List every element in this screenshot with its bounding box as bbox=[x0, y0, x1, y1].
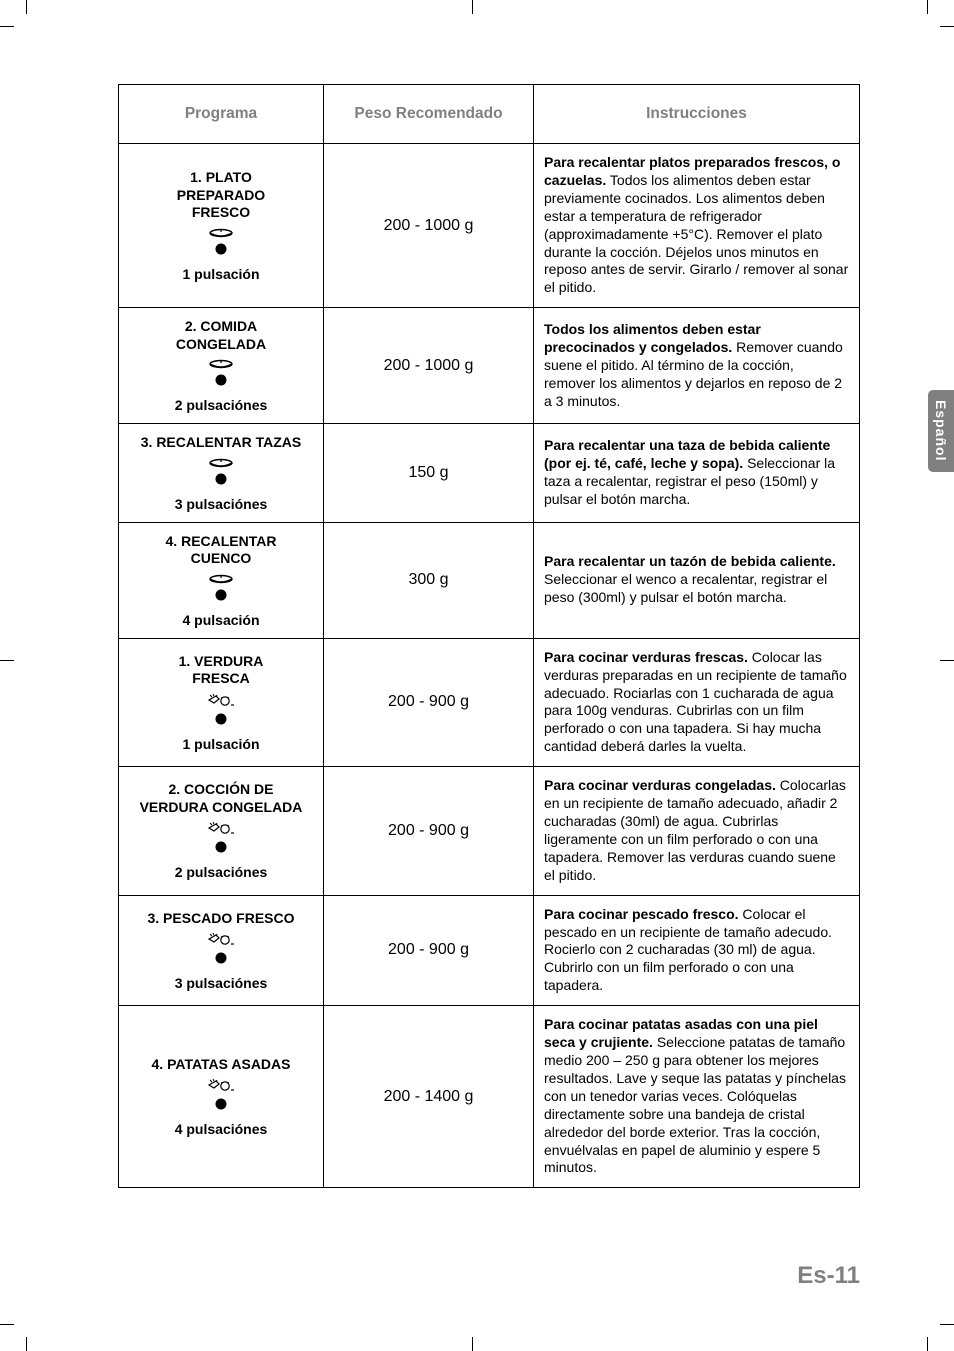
header-peso: Peso Recomendado bbox=[324, 85, 534, 144]
instrucciones-cell: Para cocinar pescado fresco. Colocar el … bbox=[534, 895, 860, 1006]
table-header-row: Programa Peso Recomendado Instrucciones bbox=[119, 85, 860, 144]
table-row: 3. RECALENTAR TAZAS 3 pulsaciónes 150 gPar… bbox=[119, 424, 860, 523]
vegetable-cook-icon bbox=[206, 693, 236, 730]
peso-cell: 200 - 1000 g bbox=[324, 144, 534, 308]
instrucciones-bold: Para recalentar un tazón de bebida calie… bbox=[544, 553, 836, 569]
instrucciones-cell: Para cocinar patatas asadas con una piel… bbox=[534, 1006, 860, 1188]
instrucciones-cell: Para cocinar verduras frescas. Colocar l… bbox=[534, 638, 860, 766]
crop-mark bbox=[472, 1337, 473, 1351]
dish-platter-icon bbox=[206, 457, 236, 490]
crop-mark bbox=[940, 26, 954, 27]
program-title: 3. PESCADO FRESCO bbox=[129, 910, 313, 928]
program-pulsacion: 3 pulsaciónes bbox=[129, 496, 313, 512]
table-row: 4. RECALENTAR CUENCO 4 pulsación 300 g Para… bbox=[119, 522, 860, 638]
instrucciones-cell: Para recalentar una taza de bebida calie… bbox=[534, 424, 860, 523]
crop-mark bbox=[927, 0, 928, 14]
program-pulsacion: 4 pulsaciónes bbox=[129, 1121, 313, 1137]
table-row: 3. PESCADO FRESCO 3 pulsaciónes 200 - 900 … bbox=[119, 895, 860, 1006]
peso-cell: 200 - 1000 g bbox=[324, 308, 534, 424]
program-pulsacion: 3 pulsaciónes bbox=[129, 975, 313, 991]
program-title: 2. COMIDA CONGELADA bbox=[129, 318, 313, 353]
crop-mark bbox=[927, 1337, 928, 1351]
instrucciones-cell: Para cocinar verduras congeladas. Coloca… bbox=[534, 767, 860, 895]
dish-platter-icon bbox=[206, 358, 236, 391]
program-pulsacion: 2 pulsaciónes bbox=[129, 397, 313, 413]
crop-mark bbox=[0, 1324, 14, 1325]
vegetable-cook-icon bbox=[206, 932, 236, 969]
program-cell: 1. PLATO PREPARADO FRESCO 1 pulsación bbox=[119, 144, 324, 308]
program-cell: 3. PESCADO FRESCO 3 pulsaciónes bbox=[119, 895, 324, 1006]
table-row: 1. VERDURA FRESCA1 pulsación200 - 900 gP… bbox=[119, 638, 860, 766]
peso-cell: 200 - 900 g bbox=[324, 767, 534, 895]
program-cell: 4. RECALENTAR CUENCO 4 pulsación bbox=[119, 522, 324, 638]
language-tab-label: Español bbox=[933, 400, 949, 461]
crop-mark bbox=[940, 1324, 954, 1325]
crop-mark bbox=[26, 0, 27, 14]
table-row: 2. COMIDA CONGELADA 2 pulsaciónes 200 - 10… bbox=[119, 308, 860, 424]
instrucciones-text: Seleccionar el wenco a recalentar, regis… bbox=[544, 571, 827, 605]
instrucciones-cell: Para recalentar un tazón de bebida calie… bbox=[534, 522, 860, 638]
program-title: 4. RECALENTAR CUENCO bbox=[129, 533, 313, 568]
program-pulsacion: 2 pulsaciónes bbox=[129, 864, 313, 880]
instrucciones-bold: Para cocinar verduras congeladas. bbox=[544, 777, 776, 793]
table-row: 4. PATATAS ASADAS 4 pulsaciónes 200 - 1400… bbox=[119, 1006, 860, 1188]
program-cell: 2. COCCIÓN DE VERDURA CONGELADA 2 pulsaci… bbox=[119, 767, 324, 895]
peso-cell: 150 g bbox=[324, 424, 534, 523]
program-title: 4. PATATAS ASADAS bbox=[129, 1056, 313, 1074]
peso-cell: 200 - 900 g bbox=[324, 895, 534, 1006]
program-cell: 3. RECALENTAR TAZAS 3 pulsaciónes bbox=[119, 424, 324, 523]
table-row: 1. PLATO PREPARADO FRESCO 1 pulsación 200 … bbox=[119, 144, 860, 308]
instrucciones-cell: Todos los alimentos deben estar precocin… bbox=[534, 308, 860, 424]
program-pulsacion: 1 pulsación bbox=[129, 736, 313, 752]
program-cell: 4. PATATAS ASADAS 4 pulsaciónes bbox=[119, 1006, 324, 1188]
instrucciones-cell: Para recalentar platos preparados fresco… bbox=[534, 144, 860, 308]
instrucciones-bold: Todos los alimentos deben estar precocin… bbox=[544, 321, 761, 355]
language-tab: Español bbox=[928, 390, 954, 472]
program-pulsacion: 1 pulsación bbox=[129, 266, 313, 282]
header-instrucciones: Instrucciones bbox=[534, 85, 860, 144]
page-content: Programa Peso Recomendado Instrucciones … bbox=[0, 0, 954, 1188]
dish-platter-icon bbox=[206, 573, 236, 606]
peso-cell: 200 - 900 g bbox=[324, 638, 534, 766]
dish-platter-icon bbox=[206, 227, 236, 260]
program-title: 3. RECALENTAR TAZAS bbox=[129, 434, 313, 452]
crop-mark bbox=[0, 660, 14, 661]
instrucciones-text: Seleccione patatas de tamaño medio 200 –… bbox=[544, 1034, 846, 1175]
vegetable-cook-icon bbox=[206, 1078, 236, 1115]
page-number: Es-11 bbox=[797, 1262, 860, 1290]
program-cell: 2. COMIDA CONGELADA 2 pulsaciónes bbox=[119, 308, 324, 424]
peso-cell: 200 - 1400 g bbox=[324, 1006, 534, 1188]
header-programa: Programa bbox=[119, 85, 324, 144]
programs-table: Programa Peso Recomendado Instrucciones … bbox=[118, 84, 860, 1188]
table-row: 2. COCCIÓN DE VERDURA CONGELADA 2 pulsaci… bbox=[119, 767, 860, 895]
vegetable-cook-icon bbox=[206, 821, 236, 858]
program-cell: 1. VERDURA FRESCA 1 pulsación bbox=[119, 638, 324, 766]
program-title: 2. COCCIÓN DE VERDURA CONGELADA bbox=[129, 781, 313, 816]
instrucciones-text: Todos los alimentos deben estar previame… bbox=[544, 172, 848, 295]
program-title: 1. PLATO PREPARADO FRESCO bbox=[129, 169, 313, 222]
instrucciones-bold: Para cocinar verduras frescas. bbox=[544, 649, 748, 665]
program-title: 1. VERDURA FRESCA bbox=[129, 653, 313, 688]
crop-mark bbox=[26, 1337, 27, 1351]
crop-mark bbox=[940, 660, 954, 661]
peso-cell: 300 g bbox=[324, 522, 534, 638]
instrucciones-bold: Para cocinar pescado fresco. bbox=[544, 906, 739, 922]
crop-mark bbox=[472, 0, 473, 14]
program-pulsacion: 4 pulsación bbox=[129, 612, 313, 628]
crop-mark bbox=[0, 26, 14, 27]
